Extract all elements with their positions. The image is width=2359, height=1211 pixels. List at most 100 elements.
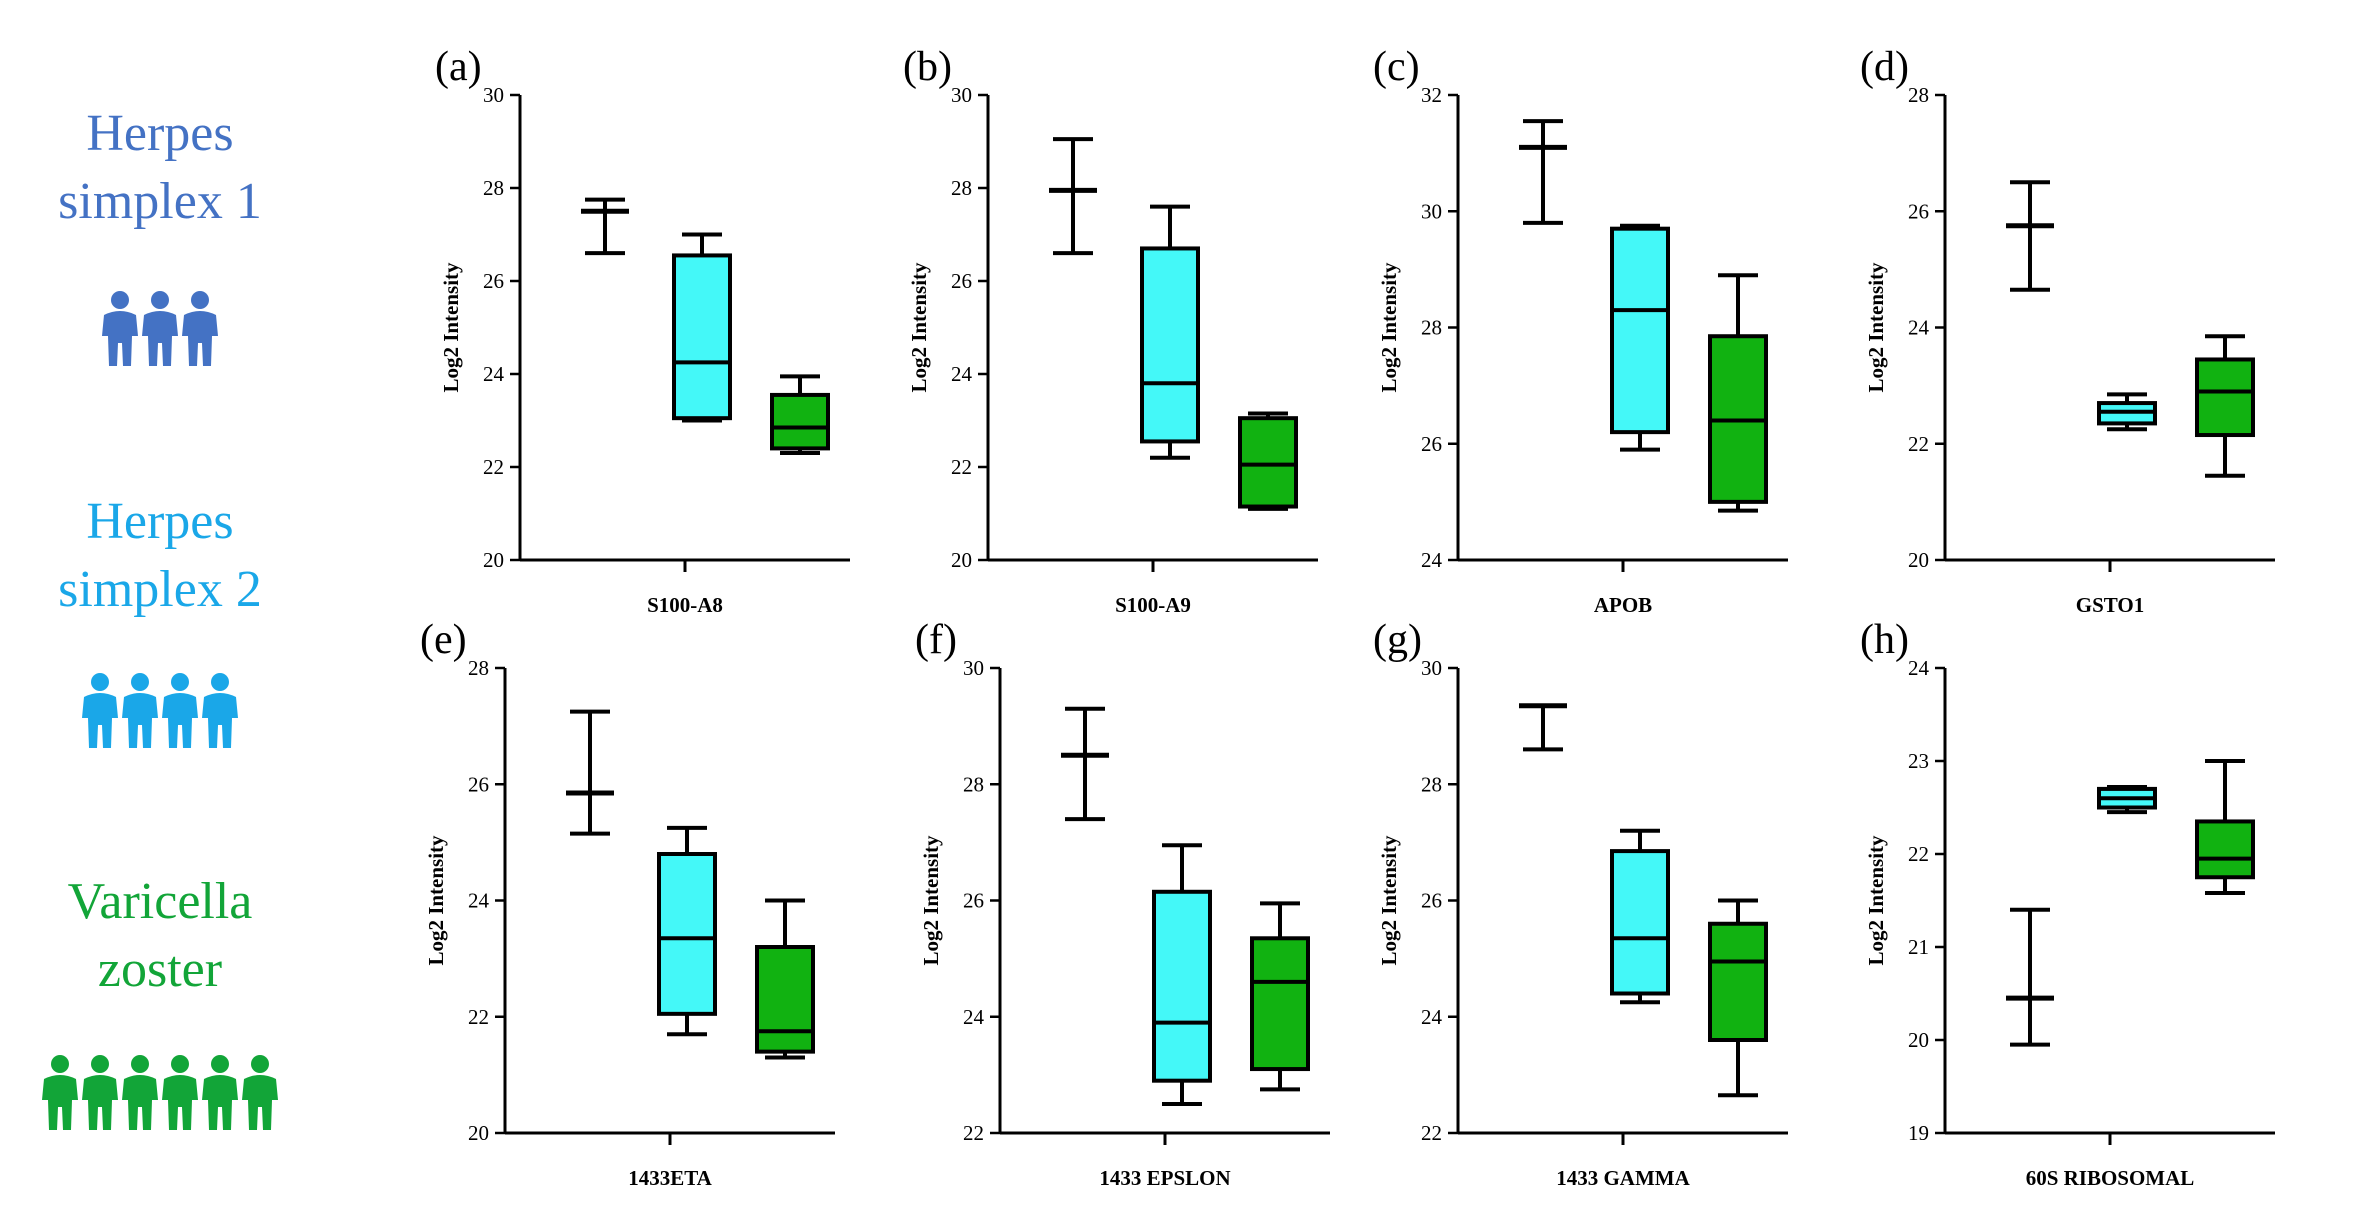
y-tick-label: 24 [483,362,505,386]
x-axis-label: 1433 EPSLON [1099,1166,1230,1190]
y-tick-label: 22 [1908,432,1929,456]
y-tick-label: 20 [468,1121,489,1145]
box-hsv1 [2006,907,2054,1047]
box-hsv1 [2006,180,2054,292]
y-axis-label: Log2 Intensity [1864,262,1888,393]
box-hsv2 [672,232,732,423]
box-iqr [1250,936,1310,1072]
y-tick-label: 30 [963,656,984,680]
y-tick-label: 21 [1908,935,1929,959]
chart-panel: 19 20 21 22 23 24 Log2 Intensity 60S RIBOSOMAL (… [1860,617,2275,1190]
person-icon [102,291,138,366]
box-vzv [1238,411,1298,511]
box-hsv1 [566,709,614,836]
y-tick-label: 24 [951,362,973,386]
chart-panel: 20 22 24 26 28 Log2 Intensity 1433ETA (e) [420,617,835,1190]
box-hsv2 [1610,828,1670,1005]
y-tick-label: 30 [1421,199,1442,223]
y-tick-label: 28 [1421,316,1442,340]
person-icon [142,291,178,366]
y-axis-label: Log2 Intensity [907,262,931,393]
box-iqr [1708,921,1768,1042]
box-iqr [770,392,830,451]
y-tick-label: 28 [1421,772,1442,796]
panel-label: (e) [420,617,467,663]
box-hsv2 [1610,223,1670,452]
x-axis-label: S100-A8 [647,593,723,617]
y-tick-label: 30 [483,83,504,107]
people-icon [82,673,238,748]
person-icon [122,1055,158,1130]
box-hsv2 [1140,204,1200,460]
y-tick-label: 26 [951,269,972,293]
person-icon [202,1055,238,1130]
person-icon [202,673,238,748]
y-tick-label: 20 [483,548,504,572]
group-legend: Herpes simplex 1 Herpes simplex 2 Varice… [0,0,330,1211]
legend-hsv2-line1: Herpes [86,493,234,550]
y-axis-label: Log2 Intensity [919,835,943,966]
y-tick-label: 22 [951,455,972,479]
x-axis-label: 1433 GAMMA [1556,1166,1690,1190]
y-tick-label: 24 [963,1005,985,1029]
chart-panel: 24 26 28 30 32 Log2 Intensity APOB (c) [1373,44,1788,617]
box-iqr [755,945,815,1054]
person-icon [122,673,158,748]
y-tick-label: 24 [1421,1005,1443,1029]
legend-hsv2-people-icon [0,670,320,755]
box-hsv2 [1152,843,1212,1106]
box-vzv [2195,334,2255,478]
box-vzv [2195,759,2255,896]
y-tick-label: 20 [951,548,972,572]
y-tick-label: 30 [1421,656,1442,680]
box-hsv1 [581,197,629,256]
panel-label: (d) [1860,44,1909,90]
y-tick-label: 28 [483,176,504,200]
y-tick-label: 28 [951,176,972,200]
y-tick-label: 24 [1421,548,1443,572]
box-iqr [1610,849,1670,996]
person-icon [82,673,118,748]
person-icon [182,291,218,366]
chart-panel: 22 24 26 28 30 Log2 Intensity 1433 GAMMA (g) [1373,617,1788,1190]
legend-vzv-line2: zoster [97,941,223,998]
box-hsv1 [1519,119,1567,225]
legend-hsv1-line1: Herpes [86,105,234,162]
box-vzv [1250,901,1310,1092]
box-hsv1 [1049,137,1097,256]
y-axis-label: Log2 Intensity [1377,262,1401,393]
y-tick-label: 26 [1421,889,1442,913]
box-iqr [1238,416,1298,509]
x-axis-label: APOB [1594,593,1652,617]
x-axis-label: 60S RIBOSOMAL [2026,1166,2195,1190]
x-axis-label: GSTO1 [2076,593,2144,617]
box-hsv2 [2097,785,2157,815]
panel-label: (f) [915,617,957,663]
y-tick-label: 28 [1908,83,1929,107]
legend-hsv2-label: Herpes simplex 2 [0,488,320,624]
y-tick-label: 20 [1908,1028,1929,1052]
y-axis-label: Log2 Intensity [439,262,463,393]
y-tick-label: 32 [1421,83,1442,107]
person-icon [162,673,198,748]
box-iqr [1610,226,1670,435]
box-hsv2 [2097,392,2157,432]
person-icon [242,1055,278,1130]
x-axis-label: S100-A9 [1115,593,1191,617]
box-hsv2 [657,825,717,1037]
x-axis-label: 1433ETA [628,1166,712,1190]
legend-vzv-people-icon [0,1052,320,1137]
chart-panel: 20 22 24 26 28 30 Log2 Intensity S100-A9 (b) [903,44,1318,617]
y-tick-label: 22 [1908,842,1929,866]
y-axis-label: Log2 Intensity [1864,835,1888,966]
chart-panel: 22 24 26 28 30 Log2 Intensity 1433 EPSLON (f) [915,617,1330,1190]
panel-label: (a) [435,44,482,90]
panel-label: (c) [1373,44,1420,90]
panel-label: (g) [1373,617,1422,663]
box-vzv [755,898,815,1060]
y-tick-label: 24 [1908,316,1930,340]
legend-hsv1-label: Herpes simplex 1 [0,100,320,236]
y-tick-label: 30 [951,83,972,107]
y-tick-label: 26 [468,772,489,796]
